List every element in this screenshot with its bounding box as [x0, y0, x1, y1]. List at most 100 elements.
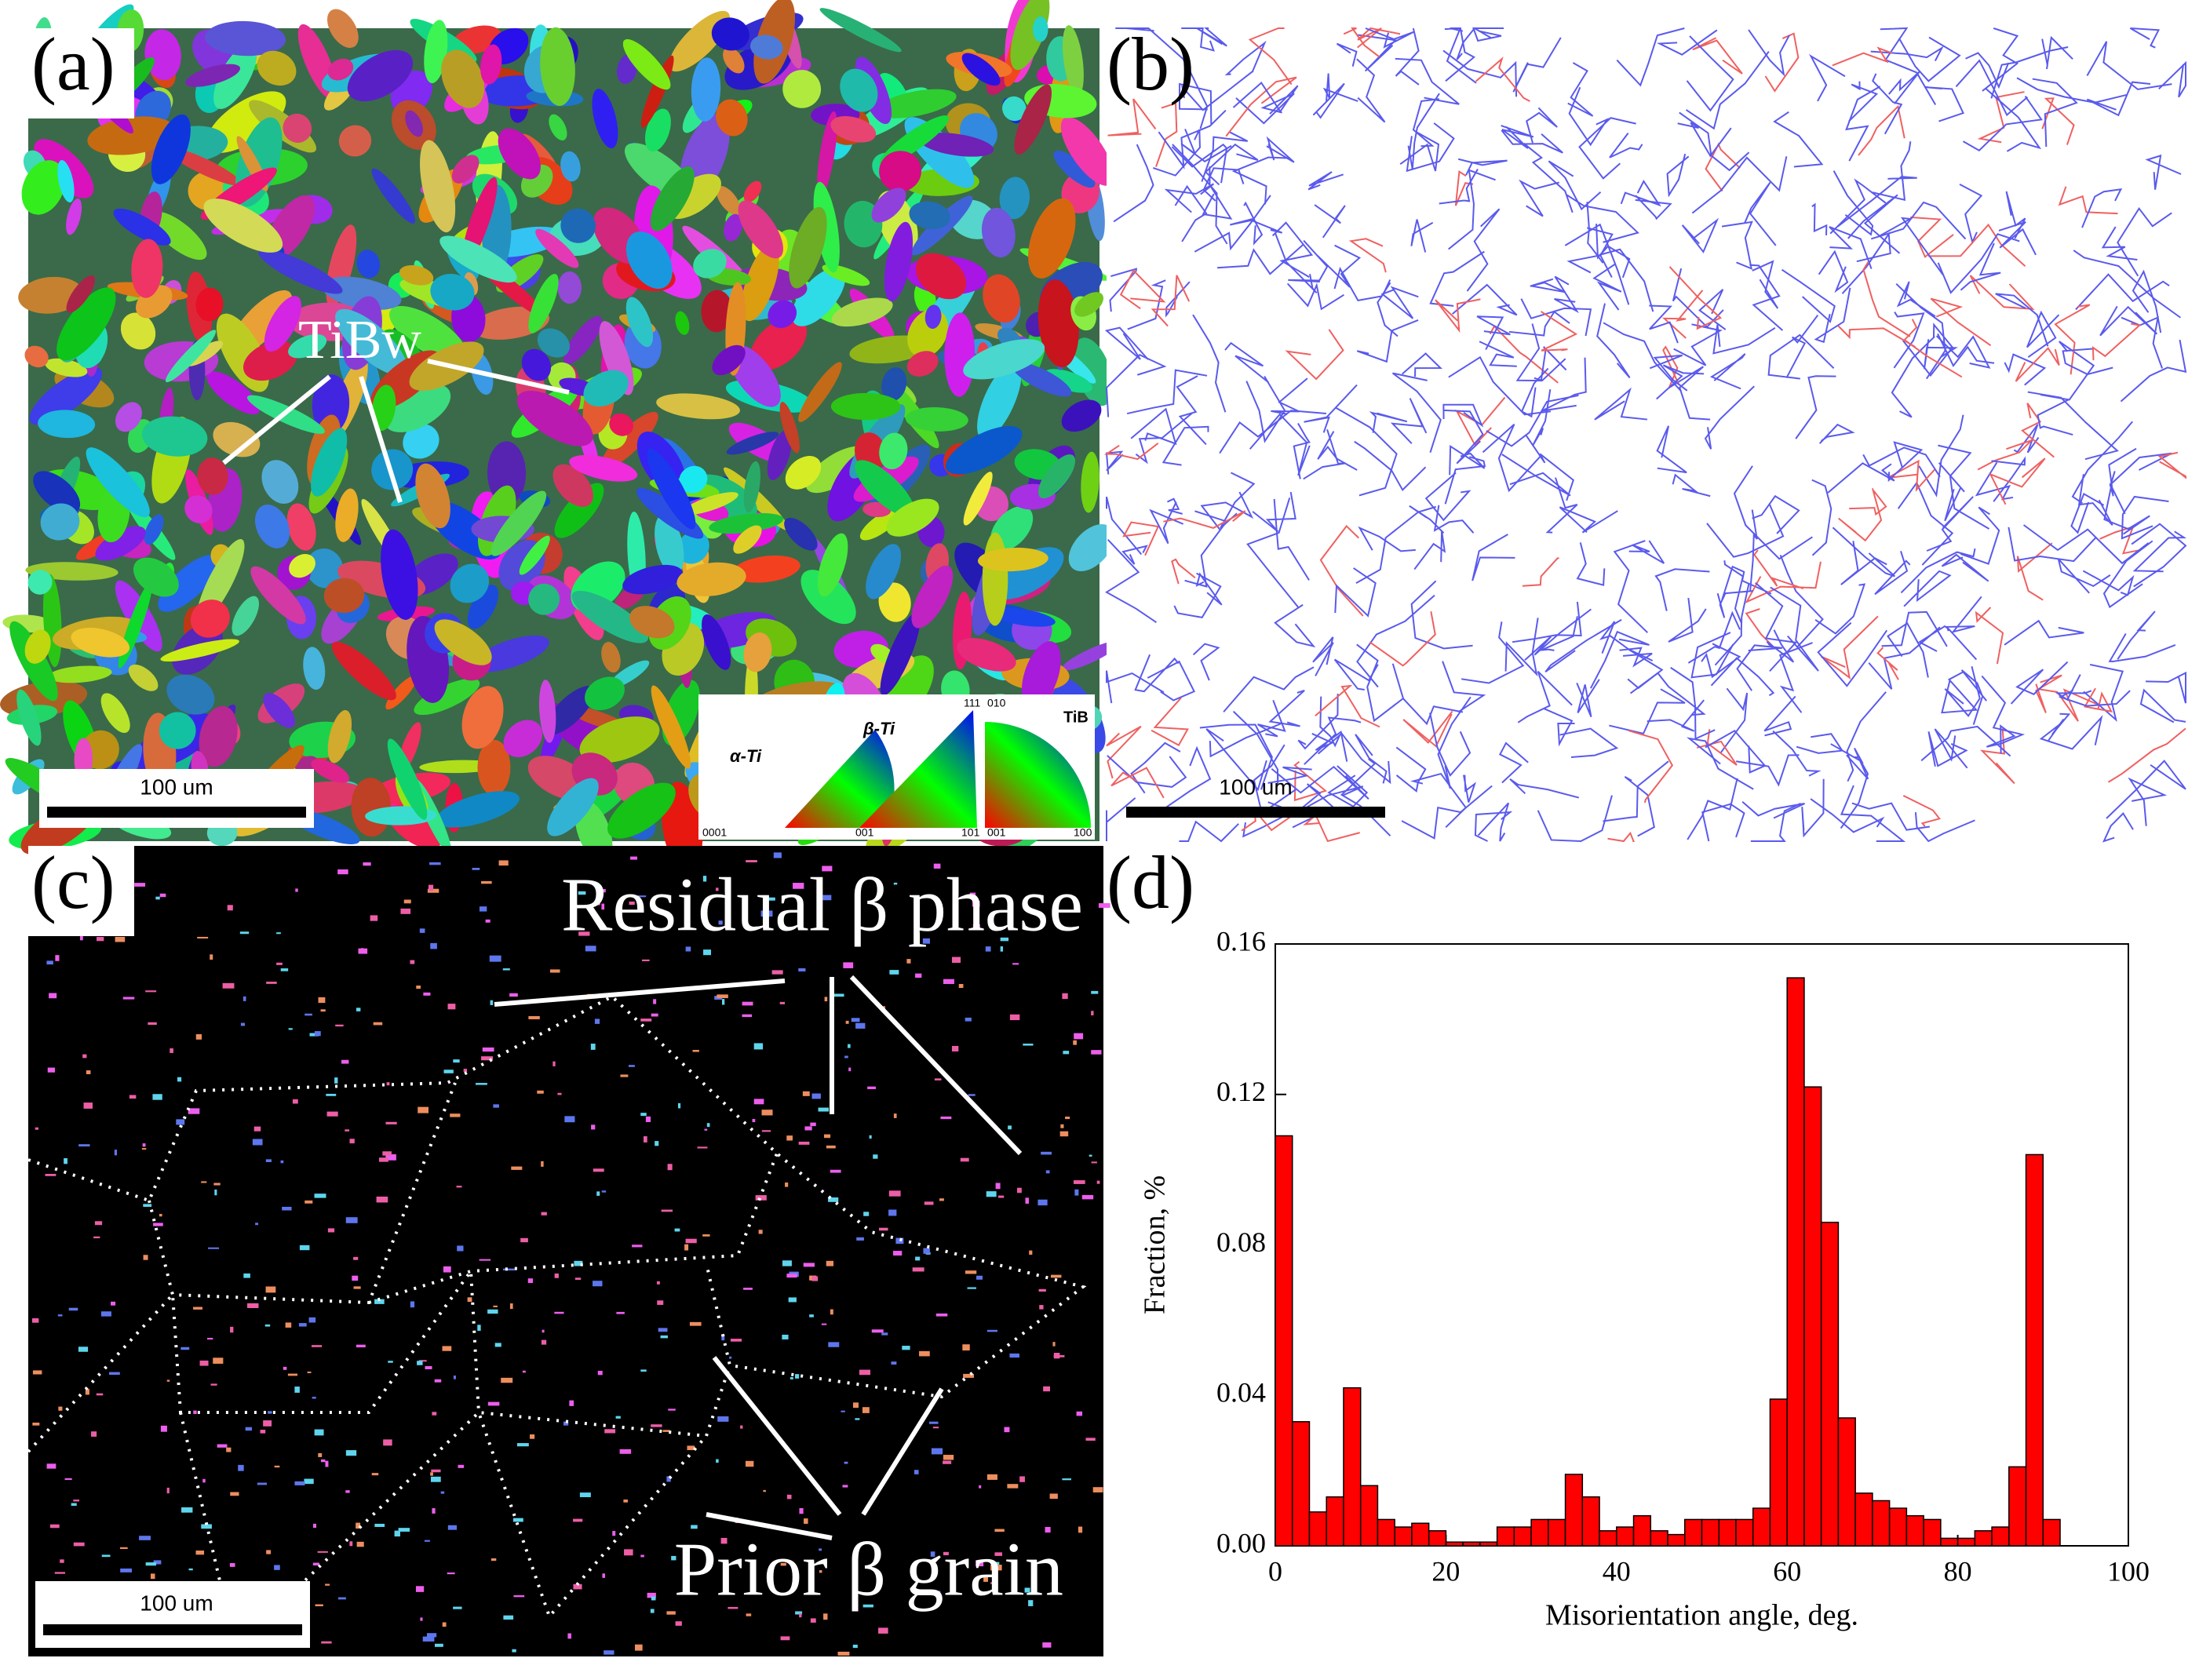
beta-particle — [430, 942, 437, 949]
beta-particle — [358, 948, 368, 954]
beta-particle — [58, 1406, 63, 1411]
bar — [1445, 1541, 1464, 1547]
boundary — [1409, 505, 1445, 534]
beta-particle — [527, 1278, 534, 1284]
boundary — [1199, 723, 1273, 790]
beta-particle — [217, 1444, 228, 1448]
arrow — [494, 978, 786, 1007]
beta-particle — [721, 1334, 725, 1341]
beta-particle — [689, 1321, 702, 1326]
boundary — [1410, 219, 1434, 253]
grain — [537, 328, 571, 358]
grain — [159, 712, 196, 749]
x-axis-label: Misorientation angle, deg. — [1545, 1599, 1858, 1632]
boundary — [1304, 384, 1358, 433]
beta-particle — [687, 1445, 695, 1451]
beta-particle — [819, 1548, 822, 1551]
beta-particle — [746, 860, 757, 862]
beta-particle — [145, 1562, 156, 1566]
boundary — [2106, 760, 2186, 819]
beta-particle — [487, 1309, 498, 1314]
grain — [1033, 16, 1048, 42]
boundary — [1224, 341, 1269, 384]
grain — [871, 188, 906, 223]
boundary — [1710, 657, 1775, 697]
boundary — [1442, 661, 1486, 713]
beta-particle — [472, 867, 480, 870]
boundary — [1158, 109, 1227, 169]
grain — [585, 676, 625, 711]
beta-particle — [457, 1245, 464, 1252]
beta-particle — [969, 892, 976, 897]
boundary — [2102, 540, 2153, 609]
grain — [151, 114, 191, 184]
boundary — [2101, 226, 2138, 261]
beta-particle — [563, 1421, 569, 1426]
beta-particle — [943, 1460, 952, 1464]
beta-particle — [935, 1591, 941, 1594]
beta-particle — [692, 1049, 699, 1052]
boundary — [2035, 674, 2062, 713]
ipf-triangle — [785, 730, 895, 828]
beta-particle — [94, 1221, 103, 1226]
boundary — [2128, 777, 2168, 826]
beta-particle — [1065, 1116, 1070, 1120]
beta-particle — [923, 1248, 930, 1254]
grain — [1044, 369, 1092, 393]
boundary — [1827, 462, 1895, 494]
beta-particle — [930, 1551, 935, 1557]
scale-label: 100 um — [1219, 774, 1292, 799]
grain — [415, 463, 450, 529]
grain — [749, 35, 783, 60]
beta-particle — [334, 1077, 338, 1084]
grain — [1053, 150, 1096, 188]
beta-particle — [557, 1092, 562, 1095]
beta-particle — [1043, 1386, 1051, 1392]
grain — [830, 115, 877, 143]
boundary — [1161, 425, 1209, 466]
boundary — [2157, 451, 2186, 479]
grain — [879, 432, 908, 470]
grain — [738, 200, 783, 259]
grain — [467, 585, 498, 629]
boundary — [1395, 746, 1427, 793]
boundary — [1770, 586, 1819, 672]
beta-particle — [590, 1044, 596, 1050]
beta-particle — [425, 1365, 432, 1369]
boundary — [1181, 27, 1215, 52]
beta-particle — [356, 1541, 364, 1547]
grain — [915, 253, 967, 300]
boundary — [1845, 86, 1881, 162]
x-tick-label: 0 — [1268, 1555, 1282, 1587]
boundary — [1592, 263, 1622, 311]
grain — [414, 678, 480, 716]
beta-particle — [821, 1323, 827, 1325]
beta-particle — [410, 960, 415, 964]
beta-particle — [166, 1487, 170, 1494]
boundary — [1810, 798, 1885, 833]
y-tick-label: 0.12 — [1216, 1076, 1266, 1107]
grain — [322, 276, 402, 311]
grain — [480, 44, 502, 85]
beta-particle — [822, 895, 832, 901]
beta-particle — [337, 869, 348, 875]
boundary — [1918, 414, 1964, 497]
grain — [405, 110, 423, 137]
beta-particle — [593, 1281, 603, 1287]
boundary — [1938, 444, 1990, 530]
beta-particle — [976, 1275, 983, 1280]
panel-label: (a) — [31, 22, 115, 106]
grain — [206, 371, 261, 415]
boundary — [1649, 354, 1688, 392]
beta-particle — [276, 962, 283, 965]
beta-particle — [859, 1369, 871, 1376]
beta-particle — [828, 1197, 839, 1202]
grain — [430, 273, 475, 311]
beta-particle — [758, 1230, 763, 1234]
beta-particle — [152, 1094, 162, 1100]
ipf-legend: α-Ti β-Ti TiB 0001 001 101 111 001 100 0… — [698, 694, 1095, 840]
grain — [991, 607, 1056, 627]
beta-particle — [1062, 993, 1068, 1000]
bar — [1496, 1526, 1515, 1547]
boundary — [1399, 131, 1440, 172]
